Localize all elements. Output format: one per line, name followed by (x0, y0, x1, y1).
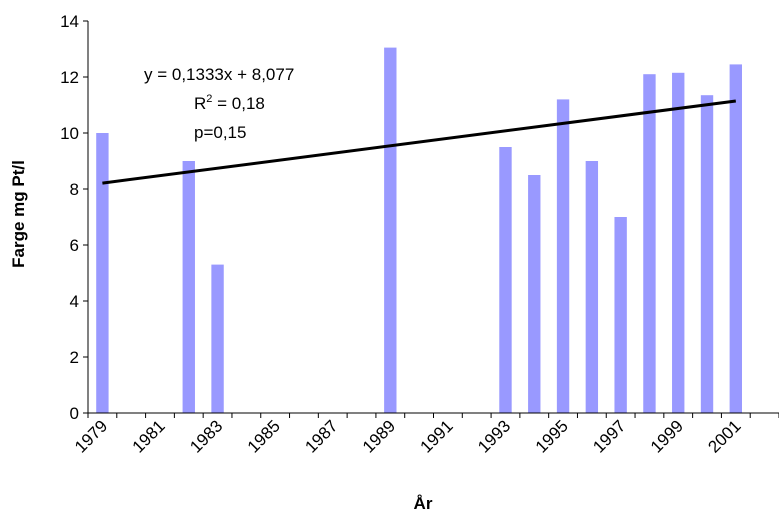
p-value-label: p=0,15 (194, 123, 246, 142)
bar-1979 (96, 133, 109, 413)
bar-1996 (585, 161, 599, 413)
x-tick-label: 1991 (417, 416, 457, 456)
x-tick-label: 1993 (474, 416, 514, 456)
x-tick-label: 1997 (589, 416, 629, 456)
bar-1995 (556, 99, 570, 414)
y-tick-label: 2 (70, 348, 79, 367)
bar-1994 (528, 175, 541, 413)
bar-1998 (643, 74, 656, 413)
bar-1999 (672, 72, 685, 414)
trend-equation: y = 0,1333x + 8,077 (144, 65, 294, 84)
trendline (102, 99, 737, 185)
x-tick-label: 1999 (647, 416, 687, 456)
x-tick-label: 1985 (244, 416, 284, 456)
y-tick-label: 14 (60, 12, 79, 31)
bar-1989 (384, 47, 397, 413)
x-tick-label: 1995 (532, 416, 572, 456)
y-tick-label: 12 (60, 68, 79, 87)
x-tick-label: 1981 (129, 416, 169, 456)
bars-group (96, 47, 742, 414)
y-tick-label: 0 (70, 404, 79, 423)
bar-1993 (499, 147, 512, 413)
y-axis-title: Farge mg Pt/l (9, 160, 28, 268)
x-axis-title: År (414, 494, 433, 513)
bar-1983 (211, 264, 224, 413)
x-tick-label: 1989 (359, 416, 399, 456)
bar-1982 (182, 161, 195, 413)
bar-2001 (729, 64, 742, 414)
bar-1997 (614, 217, 627, 413)
y-tick-label: 10 (60, 124, 79, 143)
y-tick-label: 6 (70, 236, 79, 255)
y-tick-label: 8 (70, 180, 79, 199)
x-tick-label: 1987 (301, 416, 341, 456)
x-tick-label: 2001 (704, 416, 744, 456)
x-tick-label: 1983 (186, 416, 226, 456)
y-tick-label: 4 (70, 292, 79, 311)
bar-2000 (700, 95, 714, 413)
r-squared-label: R2 = 0,18 (194, 93, 265, 113)
